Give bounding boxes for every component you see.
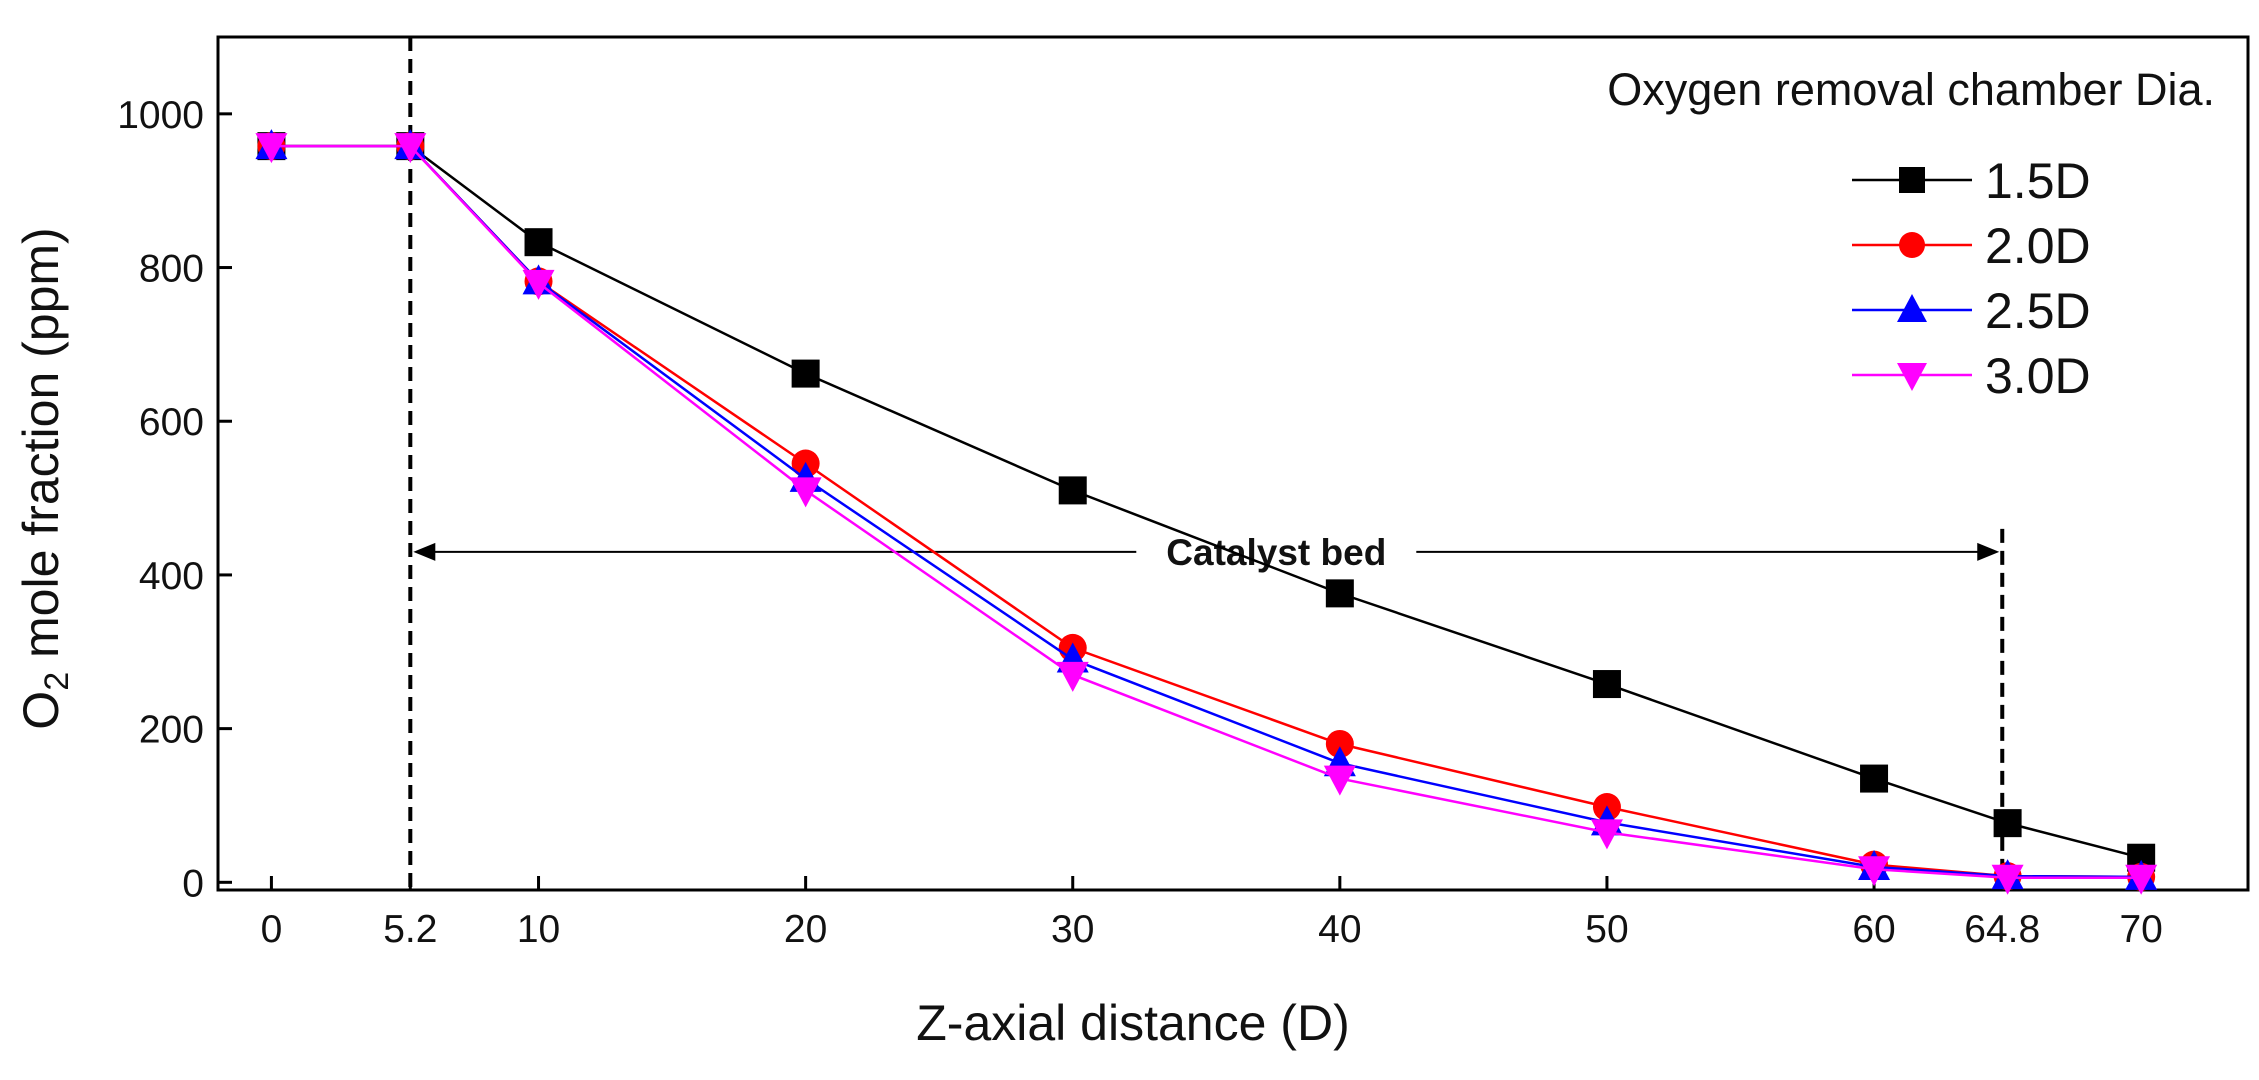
y-axis-title-prefix: O: [13, 691, 69, 730]
data-point: [1325, 579, 1354, 608]
legend-marker: [1897, 363, 1927, 391]
legend-marker: [1899, 167, 1925, 193]
legend-item-2.0D: 2.0D: [1852, 218, 2091, 274]
x-tick-label: 50: [1585, 908, 1628, 951]
data-point: [255, 133, 288, 164]
data-point: [1991, 864, 2024, 895]
data-point: [1592, 670, 1621, 699]
x-tick-label: 5.2: [383, 908, 437, 951]
series-layer: [255, 129, 2158, 895]
data-point: [394, 133, 427, 164]
y-tick-label: 200: [139, 709, 204, 752]
legend-item-1.5D: 1.5D: [1852, 153, 2091, 209]
data-point: [1590, 819, 1623, 850]
y-axis-title-suffix: mole fraction (ppm): [13, 227, 69, 672]
legend-marker: [1897, 294, 1927, 322]
legend-item-2.5D: 2.5D: [1852, 283, 2091, 339]
legend-label: 1.5D: [1985, 153, 2091, 209]
y-tick-label: 400: [139, 555, 204, 598]
legend-title: Oxygen removal chamber Dia.: [1607, 64, 2215, 115]
y-axis-ticks: 0 200 400 600 800 1000: [117, 94, 232, 905]
x-axis-ticks: 0 5.2 10 20 30 40 50 60 64.8 70: [261, 876, 2163, 951]
annotation-arrow-left-head: [413, 542, 436, 561]
y-tick-label: 0: [182, 862, 204, 905]
x-axis-title: Z-axial distance (D): [916, 995, 1349, 1051]
legend: Oxygen removal chamber Dia. 1.5D 2.0D 2.5D…: [1607, 64, 2215, 404]
x-tick-label: 70: [2119, 908, 2162, 951]
series-1.5D: [257, 132, 2156, 872]
legend-items: 1.5D 2.0D 2.5D 3.0D: [1852, 153, 2091, 404]
annotation-arrow-right-head: [1977, 542, 2000, 561]
data-point: [1993, 809, 2022, 838]
reference-lines: [408, 37, 2005, 890]
x-tick-label: 20: [784, 908, 827, 951]
legend-label: 3.0D: [1985, 348, 2091, 404]
data-point: [791, 359, 820, 388]
data-point: [1058, 476, 1087, 505]
data-point: [789, 477, 822, 508]
legend-label: 2.5D: [1985, 283, 2091, 339]
legend-label: 2.0D: [1985, 218, 2091, 274]
plot-area-frame: [216, 35, 2250, 892]
x-tick-label: 0: [261, 908, 283, 951]
series-line: [271, 144, 2142, 879]
catalyst-bed-annotation: Catalyst bed: [413, 532, 2000, 573]
legend-item-3.0D: 3.0D: [1852, 348, 2091, 404]
data-point: [2125, 864, 2158, 895]
x-tick-label: 30: [1051, 908, 1094, 951]
data-point: [1860, 764, 1889, 793]
y-tick-label: 1000: [117, 94, 204, 137]
data-point: [522, 269, 555, 300]
x-tick-label: 60: [1852, 908, 1895, 951]
data-point: [524, 228, 553, 257]
data-point: [1323, 765, 1356, 796]
y-tick-label: 800: [139, 248, 204, 291]
series-line: [271, 144, 2142, 859]
x-tick-label: 10: [517, 908, 560, 951]
x-tick-label: 64.8: [1964, 908, 2040, 951]
y-tick-label: 600: [139, 401, 204, 444]
y-axis-title: O2 mole fraction (ppm): [13, 227, 76, 729]
catalyst-bed-label: Catalyst bed: [1166, 532, 1386, 573]
legend-marker: [1899, 232, 1925, 258]
series-3.0D: [255, 133, 2158, 895]
data-point: [1056, 661, 1089, 692]
x-tick-label: 40: [1318, 908, 1361, 951]
y-axis-title-subscript: 2: [38, 672, 76, 691]
data-point: [1325, 729, 1354, 758]
data-point: [1858, 856, 1891, 887]
